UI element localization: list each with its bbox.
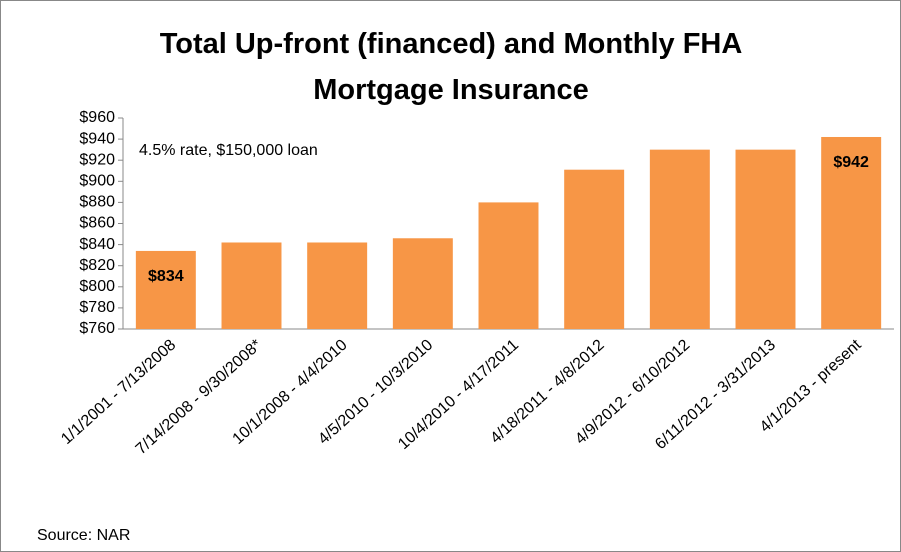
y-tick-label: $780	[79, 299, 115, 316]
chart-title: Total Up-front (financed) and Monthly FH…	[159, 28, 743, 106]
annotation: 4.5% rate, $150,000 loan	[139, 142, 318, 159]
bar	[649, 149, 710, 329]
bar	[135, 250, 196, 329]
y-tick-label: $860	[79, 215, 115, 232]
bar	[564, 169, 625, 329]
bar	[392, 238, 453, 329]
value-label: $834	[148, 268, 184, 285]
y-tick-label: $840	[79, 236, 115, 253]
bar	[735, 149, 796, 329]
bar	[221, 242, 282, 329]
y-tick-label: $820	[79, 257, 115, 274]
bar	[307, 242, 368, 329]
value-label: $942	[833, 154, 869, 171]
y-tick-label: $760	[79, 320, 115, 337]
y-tick-label: $900	[79, 173, 115, 190]
bar	[821, 136, 882, 329]
y-tick-label: $940	[79, 130, 115, 147]
y-tick-label: $880	[79, 194, 115, 211]
bar	[478, 202, 539, 329]
y-tick-label: $920	[79, 151, 115, 168]
y-tick-label: $960	[79, 109, 115, 126]
y-tick-label: $800	[79, 278, 115, 295]
source: Source: NAR	[37, 527, 130, 544]
